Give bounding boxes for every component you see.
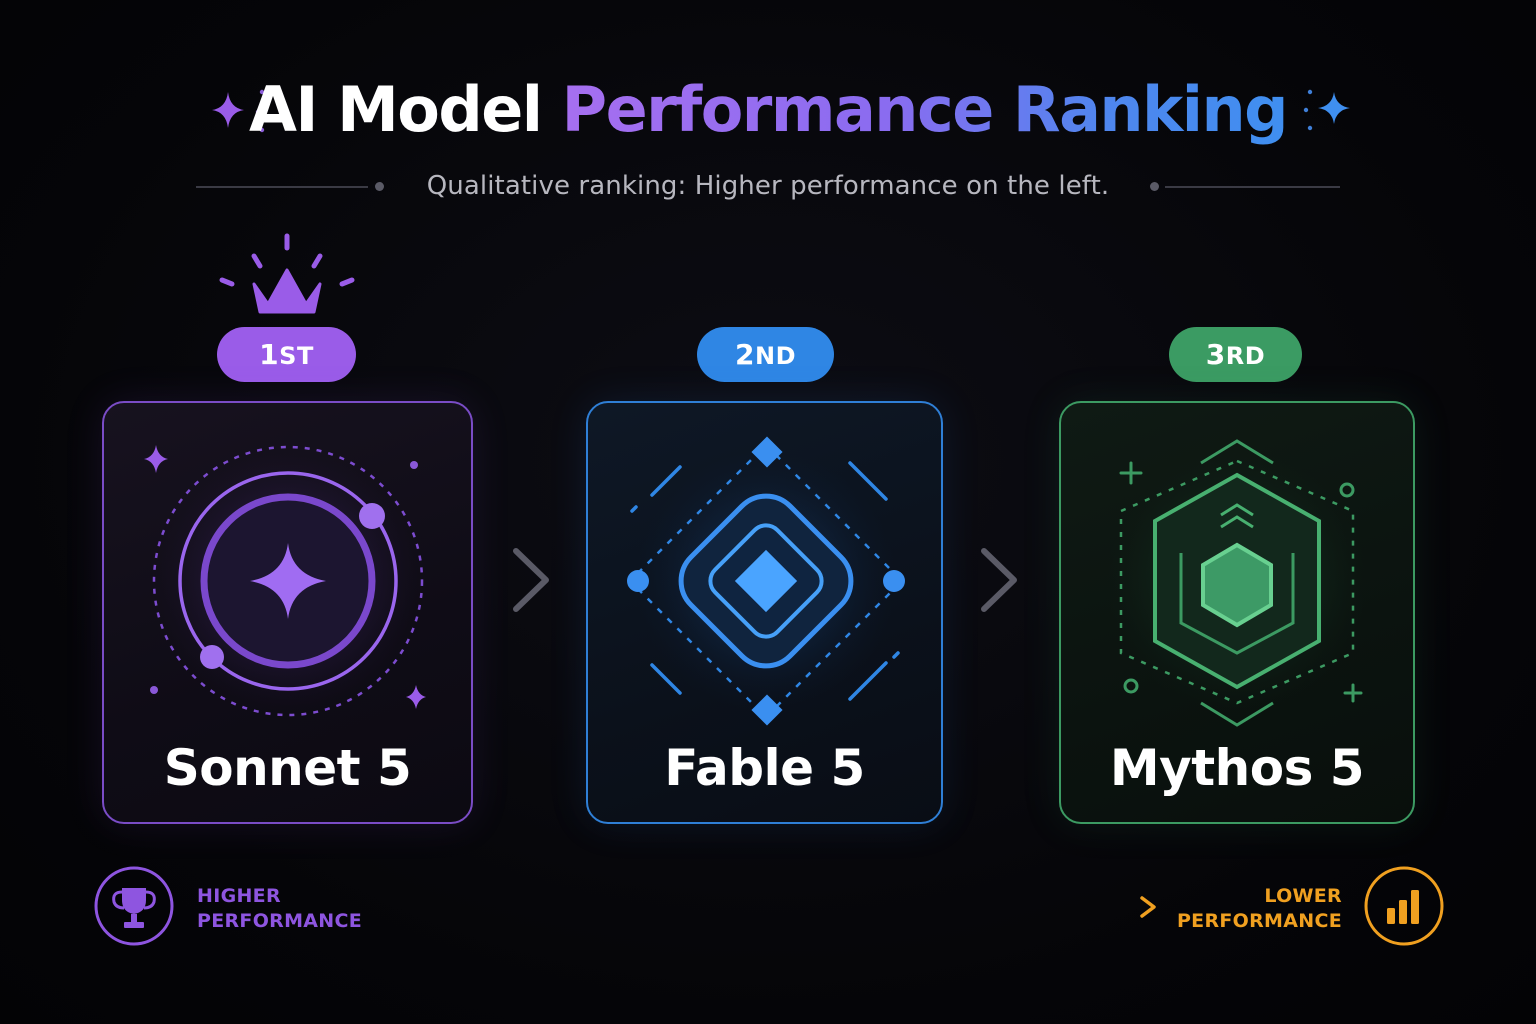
model-card-sonnet: Sonnet 5: [102, 401, 473, 824]
higher-label-line2: PERFORMANCE: [197, 910, 363, 932]
model-name-mythos: Mythos 5: [1109, 739, 1365, 797]
divider-dot-right: [1150, 182, 1159, 191]
divider-left: [196, 186, 368, 188]
title-plain: AI Model: [248, 73, 543, 146]
rank-badge-3-suffix: RD: [1225, 342, 1266, 370]
model-card-fable: Fable 5: [586, 401, 943, 824]
divider-dot-left: [375, 182, 384, 191]
sparkle-icon-left: [212, 89, 265, 133]
subtitle-row: Qualitative ranking: Higher performance …: [0, 168, 1536, 208]
model-name-fable: Fable 5: [664, 739, 865, 797]
subtitle: Qualitative ranking: Higher performance …: [426, 171, 1110, 201]
rank-badge-1-suffix: ST: [279, 342, 314, 370]
chevron-right-icon: [981, 548, 1017, 612]
higher-label-line1: HIGHER: [197, 885, 281, 907]
model-card-mythos: Mythos 5: [1059, 401, 1415, 824]
rank-badge-2: 2ND: [697, 327, 834, 382]
performance-arrow: [380, 896, 1156, 918]
diamond-icon: [627, 436, 905, 726]
rank-badge-1-number: 1: [259, 338, 280, 371]
bar-chart-icon: [1364, 866, 1444, 946]
sparkle-icon-right: [1303, 89, 1350, 131]
page-title: AI Model Performance Ranking: [0, 72, 1536, 148]
lower-label-line1: LOWER: [1264, 885, 1342, 907]
rank-badge-1: 1ST: [217, 327, 356, 382]
orbit-star-icon: [144, 445, 426, 717]
higher-performance-label: HIGHER PERFORMANCE: [197, 884, 362, 934]
model-name-sonnet: Sonnet 5: [163, 739, 412, 797]
rank-badge-3-number: 3: [1205, 338, 1226, 371]
lower-label-line2: PERFORMANCE: [1176, 910, 1342, 932]
divider-right: [1165, 186, 1340, 188]
trophy-icon: [94, 866, 174, 946]
crown-icon: [219, 233, 355, 314]
rank-badge-2-number: 2: [735, 338, 755, 371]
hexagon-icon: [1107, 439, 1367, 727]
rank-badge-3: 3RD: [1169, 327, 1302, 382]
lower-performance-label: LOWER PERFORMANCE: [1170, 884, 1342, 934]
title-accent: Performance Ranking: [561, 73, 1289, 146]
chevron-right-icon: [513, 548, 549, 612]
rank-badge-2-suffix: ND: [754, 342, 796, 370]
